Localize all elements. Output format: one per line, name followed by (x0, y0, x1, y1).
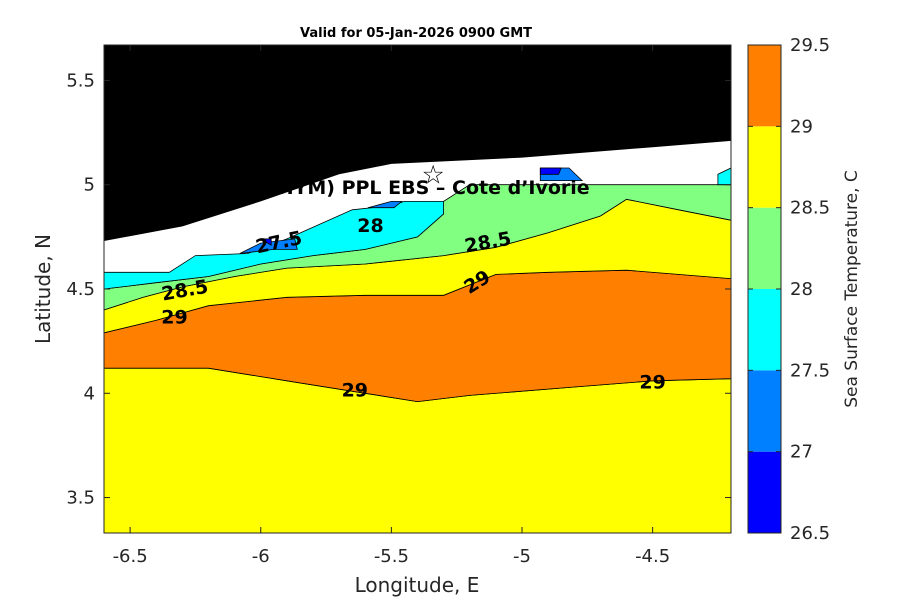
colorbar-segment (748, 45, 781, 127)
x-tick-label: -5 (513, 546, 531, 567)
site-label: OA (ONHYM) PPL EBS – Cote d’Ivorie (200, 177, 590, 199)
y-tick-label: 4.5 (66, 279, 95, 300)
x-tick-label: -6 (252, 546, 270, 567)
y-tick-label: 3.5 (66, 488, 95, 509)
x-tick-label: -6.5 (113, 546, 148, 567)
colorbar-segment (748, 207, 781, 289)
contour-label: 28 (357, 215, 383, 237)
land-polygon (104, 45, 731, 241)
contour-label: 29 (161, 307, 187, 329)
colorbar-label: Sea Surface Temperature, C (842, 170, 862, 408)
colorbar-tick-label: 27.5 (790, 360, 830, 381)
sst-region-27-27.5-6 (239, 238, 298, 254)
sst-region-26.5-27-10 (539, 167, 562, 175)
x-axis-label: Longitude, E (355, 573, 480, 597)
y-tick-label: 4 (84, 383, 95, 404)
site-annotation: OA (ONHYM) PPL EBS – Cote d’Ivorie ☆ (200, 160, 590, 199)
colorbar-tick-label: 27 (790, 442, 813, 463)
colorbar-tick-label: 26.5 (790, 523, 830, 544)
sst-region-27-27.5-7 (367, 200, 403, 209)
y-axis-label: Latitude, N (31, 234, 55, 344)
colorbar-segment (748, 289, 781, 371)
sst-region-26.5-27-9 (259, 238, 272, 246)
x-tick-label: -4.5 (635, 546, 670, 567)
x-axis-ticks: -6.5 -6 -5.5 -5 -4.5 (113, 45, 670, 567)
y-axis-ticks: 3.5 4 4.5 5 5.5 (66, 70, 731, 509)
colorbar-segment (748, 126, 781, 208)
y-tick-label: 5.5 (66, 70, 95, 91)
y-tick-label: 5 (84, 175, 95, 196)
colorbar-tick-label: 28.5 (790, 198, 830, 219)
colorbar-tick-label: 29.5 (790, 35, 830, 56)
sst-regions (104, 167, 731, 533)
contour-label: 29 (639, 371, 665, 393)
colorbar-segment (748, 370, 781, 452)
site-star-icon: ☆ (422, 160, 445, 190)
land-mask (104, 45, 731, 241)
colorbar-tick-label: 28 (790, 279, 813, 300)
chart-title: Valid for 05-Jan-2026 0900 GMT (300, 26, 532, 41)
colorbar: 26.5 27 27.5 28 28.5 29 29.5 (747, 35, 830, 544)
x-tick-label: -5.5 (374, 546, 409, 567)
colorbar-tick-label: 29 (790, 116, 813, 137)
contour-label: 29 (342, 380, 368, 402)
colorbar-segment (748, 451, 781, 533)
